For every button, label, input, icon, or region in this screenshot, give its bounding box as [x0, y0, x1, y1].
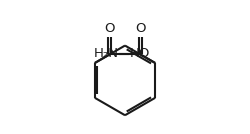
Text: O: O — [104, 22, 115, 35]
Text: O: O — [135, 22, 145, 35]
Text: H₂N: H₂N — [94, 47, 118, 60]
Text: HO: HO — [130, 47, 150, 60]
